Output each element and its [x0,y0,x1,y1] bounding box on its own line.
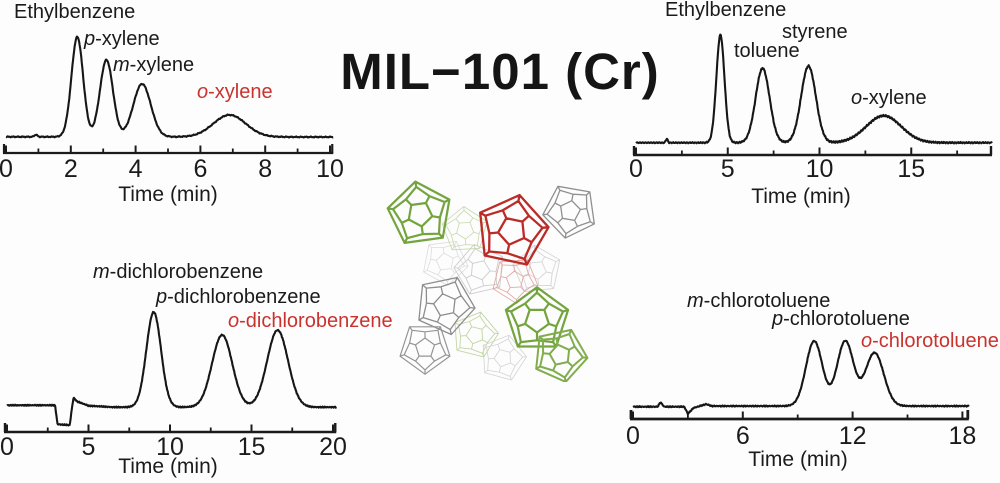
cage-wireframe [453,244,503,295]
peak-label-toluene: toluene [734,40,800,62]
tick-label: 18 [948,422,976,450]
cage-wireframe [535,328,589,382]
x-axis-label: Time (min) [748,448,848,471]
cage-wireframe [386,180,451,244]
chromatogram-plot-xylenes: 0 2 4 6 8 10 Time (min) [0,35,344,206]
peak-label-m-chlorotoluene: m-chlorotoluene [687,290,831,312]
chromatogram-panel-chlorotoluenes: 0 6 12 18 Time (min) m-chlorotoluene p-chloro… [620,262,1000,483]
cage-wireframe [512,244,561,293]
tick-label: 10 [806,155,834,183]
peak-label-p-dichlorobenzene: p-dichlorobenzene [156,286,321,308]
mof-cage-structure [386,180,595,382]
x-axis-label: Time (min) [118,455,218,478]
peak-label-m-dichlorobenzene: m-dichlorobenzene [93,261,264,283]
chromatogram-panel-aromatics: 0 5 10 15 Time (min) Ethylbenzene toluene styr… [620,0,1000,228]
chromatogram-plot-chlorotoluenes: 0 6 12 18 Time (min) [626,339,976,471]
tick-label: 6 [193,155,207,183]
tick-label: 5 [82,433,96,461]
tick-label: 15 [897,155,925,183]
chromatogram-trace [635,33,993,145]
x-axis-label: Time (min) [751,185,851,208]
cage-wireframe [399,326,451,375]
cage-wireframe [454,311,499,358]
peak-label-o-chlorotoluene: o-chlorotoluene [861,330,999,352]
peak-label-o-xylene: o-xylene [197,81,273,103]
tick-label: 8 [258,155,272,183]
tick-label: 4 [129,155,143,183]
peak-label-p-chlorotoluene: p-chlorotoluene [772,308,910,330]
peak-label-p-xylene: p-xylene [84,28,160,50]
peak-label-ethylbenzene: Ethylbenzene [14,1,136,23]
tick-label: 2 [64,155,78,183]
tick-label: 5 [721,155,735,183]
cage-wireframe [418,276,476,336]
tick-label: 0 [629,155,643,183]
chromatogram-panel-xylenes: 0 2 4 6 8 10 Time (min) Ethylbenzene p-xylene m-… [0,0,355,228]
peak-label-ethylbenzene: Ethylbenzene [665,0,787,21]
tick-label: 0 [0,433,14,461]
tick-label: 6 [736,422,750,450]
tick-label: 0 [626,422,640,450]
figure-title: MIL−101 (Cr) [340,43,660,100]
peak-label-m-xylene: m-xylene [113,54,195,76]
peak-label-styrene: styrene [782,21,848,43]
peak-label-o-xylene: o-xylene [851,87,927,109]
peak-label-o-dichlorobenzene: o-dichlorobenzene [228,310,393,332]
cage-wireframe [479,193,550,266]
chromatogram-panel-dichlorobenzenes: 0 5 10 15 20 Time (min) m-dichlorobenzene p-di… [0,258,393,483]
chromatogram-trace [632,339,970,416]
cage-wireframe [542,185,595,239]
tick-label: 0 [0,155,13,183]
cage-wireframe [423,241,469,286]
chromatogram-plot-dichlorobenzenes: 0 5 10 15 20 Time (min) [0,310,347,478]
chromatogram-trace [6,310,338,427]
tick-label: 15 [238,433,266,461]
x-axis-label: Time (min) [118,183,218,206]
tick-label: 10 [316,155,344,183]
chromatogram-trace [5,35,334,139]
cage-wireframe [482,334,527,381]
tick-label: 12 [839,422,867,450]
chromatogram-plot-aromatics: 0 5 10 15 Time (min) [629,33,993,208]
tick-label: 20 [319,433,347,461]
tick-label: 10 [156,433,184,461]
